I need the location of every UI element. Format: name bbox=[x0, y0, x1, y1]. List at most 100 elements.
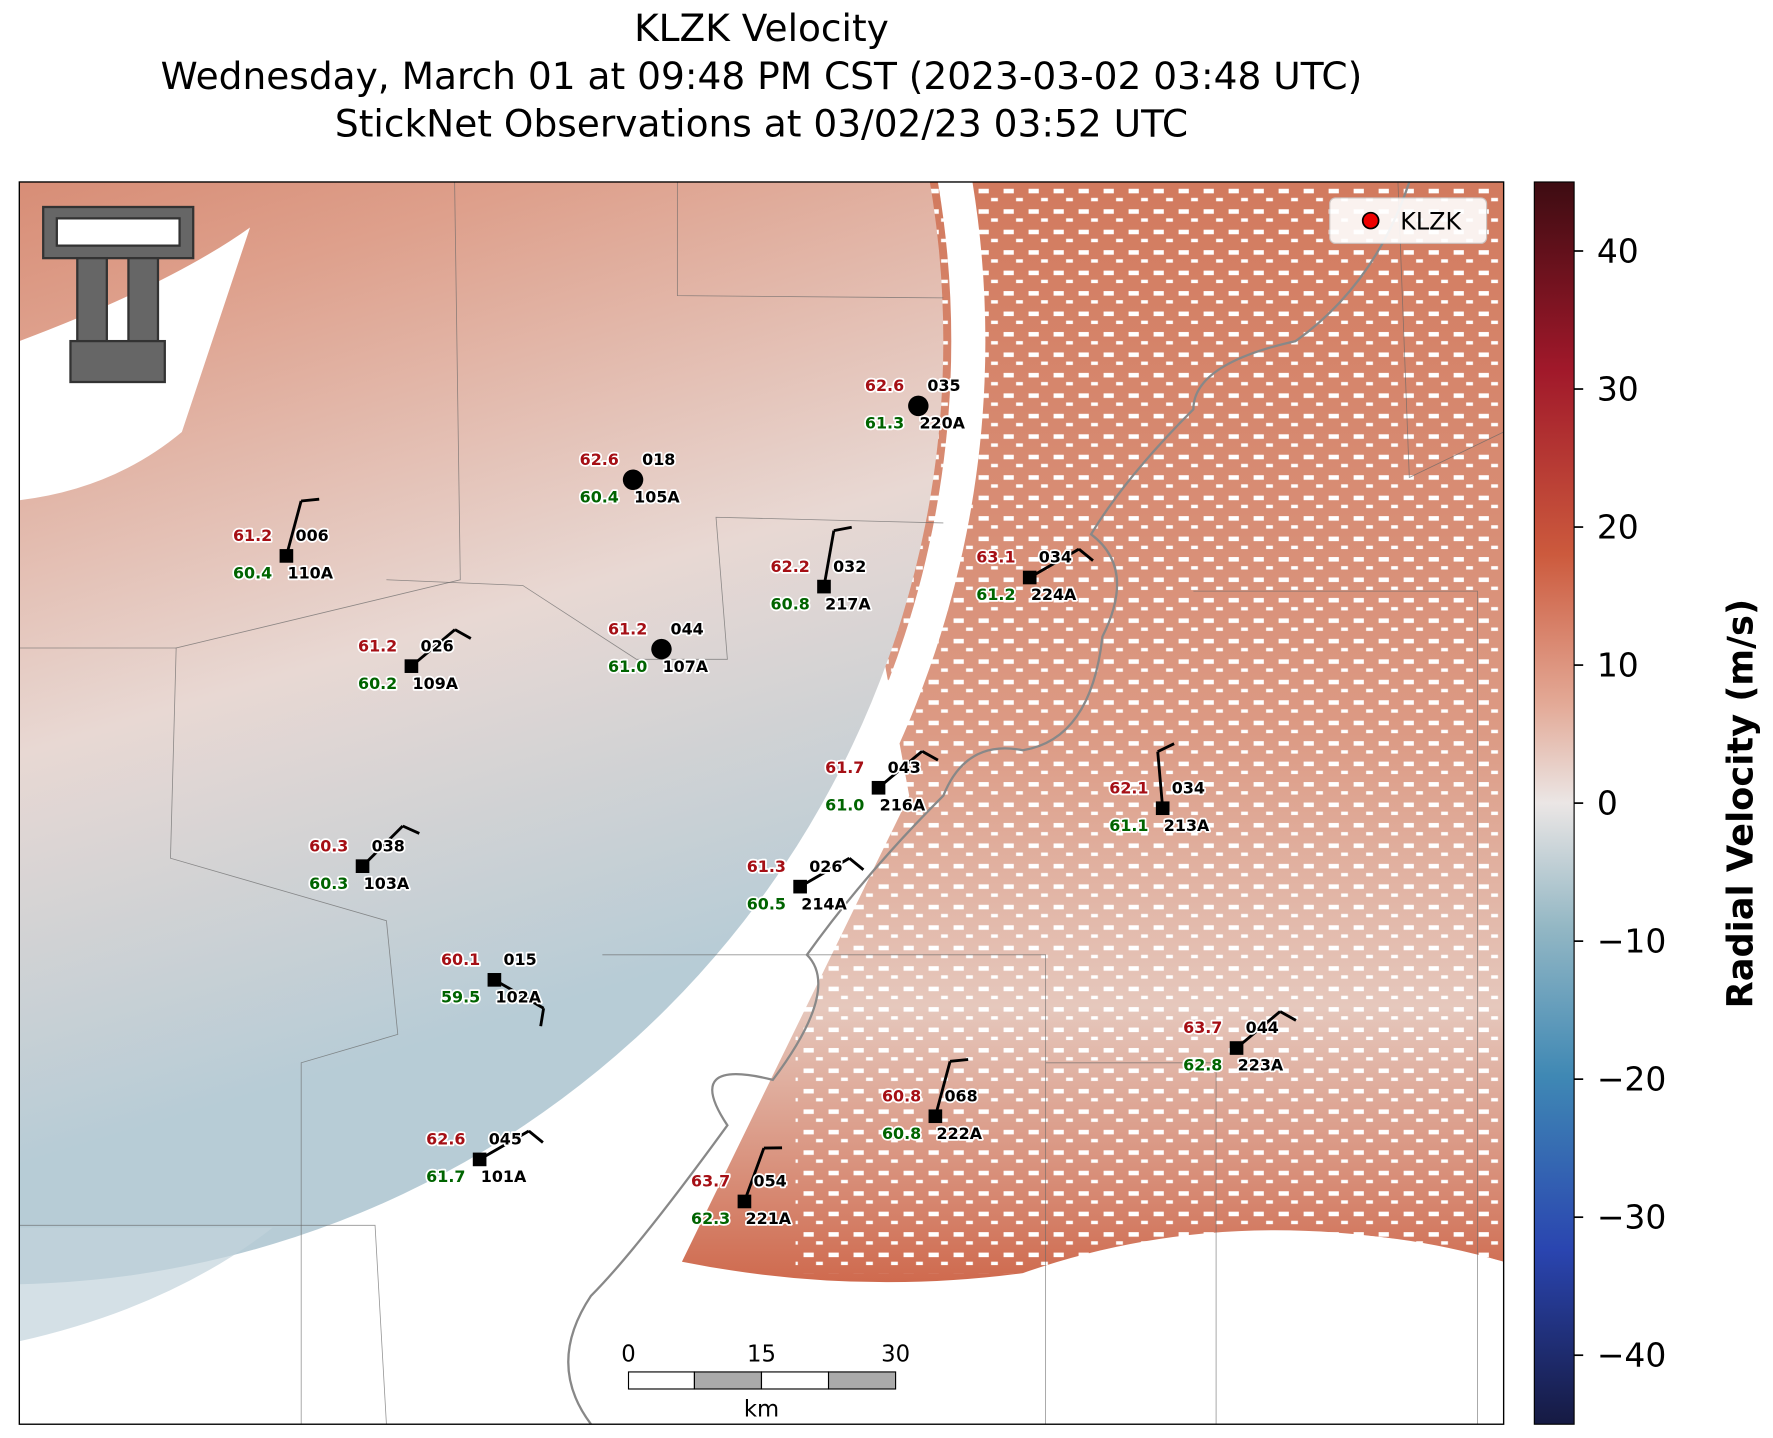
colorbar-label: Radial Velocity (m/s) bbox=[1721, 599, 1762, 1008]
dewpoint: 60.2 bbox=[358, 674, 397, 693]
temperature: 63.1 bbox=[976, 548, 1015, 567]
station: 61.2 044 61.0 107A bbox=[606, 618, 710, 678]
station-id: 223A bbox=[1238, 1056, 1284, 1075]
temperature: 61.2 bbox=[608, 619, 647, 638]
wind-barb bbox=[478, 1129, 530, 1161]
temperature: 63.7 bbox=[1183, 1018, 1222, 1037]
dewpoint: 61.0 bbox=[608, 657, 647, 676]
colorbar-tick-label: 10 bbox=[1597, 645, 1639, 684]
station: 63.7 044 62.8 223A bbox=[1181, 1010, 1297, 1076]
wind-barb bbox=[410, 628, 456, 668]
station-number: 034 bbox=[1172, 778, 1205, 797]
station: 61.7 043 61.0 216A bbox=[823, 749, 939, 816]
station: 61.3 026 60.5 214A bbox=[745, 855, 865, 915]
wind-barb bbox=[933, 1060, 952, 1117]
station-marker bbox=[279, 549, 294, 563]
station-number: 018 bbox=[642, 450, 675, 469]
temperature: 62.2 bbox=[771, 557, 810, 576]
dewpoint: 61.7 bbox=[426, 1167, 465, 1186]
scale-bar: 0 15 30 km bbox=[621, 1342, 910, 1423]
dewpoint: 59.5 bbox=[441, 988, 480, 1007]
wind-barb bbox=[822, 530, 836, 587]
temperature: 62.6 bbox=[865, 376, 904, 395]
station: 61.2 026 60.2 109A bbox=[356, 628, 472, 695]
station-number: 006 bbox=[295, 526, 328, 545]
station-number: 068 bbox=[944, 1086, 977, 1105]
dewpoint: 60.4 bbox=[233, 564, 272, 583]
station-id: 213A bbox=[1164, 816, 1210, 835]
wind-barb bbox=[921, 749, 939, 762]
title-line: Wednesday, March 01 at 09:48 PM CST (202… bbox=[161, 54, 1363, 98]
station-id: 105A bbox=[634, 487, 680, 506]
title-line: StickNet Observations at 03/02/23 03:52 … bbox=[335, 102, 1188, 146]
temperature: 61.2 bbox=[358, 636, 397, 655]
station: 62.2 032 60.8 217A bbox=[769, 525, 873, 615]
station-marker bbox=[487, 973, 502, 987]
temperature: 61.3 bbox=[747, 857, 786, 876]
station-number: 044 bbox=[1246, 1018, 1279, 1037]
station-marker bbox=[793, 879, 807, 894]
station-id: 221A bbox=[746, 1209, 792, 1228]
station-id: 110A bbox=[288, 564, 334, 583]
radar-image: 61.2 006 60.4 110A 62.6 018 60.4 105A 62.6 035 61.… bbox=[19, 181, 1504, 1425]
wind-barb bbox=[454, 628, 472, 640]
wind-barb bbox=[527, 1129, 544, 1144]
station-marker bbox=[871, 780, 886, 795]
station-number: 044 bbox=[671, 619, 704, 638]
station: 63.7 054 62.3 221A bbox=[689, 1146, 793, 1230]
wind-barb bbox=[402, 824, 420, 835]
station-marker bbox=[908, 395, 929, 417]
legend-label: KLZK bbox=[1400, 208, 1462, 236]
station-id: 102A bbox=[496, 988, 542, 1007]
dewpoint: 60.5 bbox=[747, 894, 786, 913]
station-id: 101A bbox=[481, 1167, 527, 1186]
colorbar-tick-label: 0 bbox=[1597, 783, 1618, 822]
colorbar-tick-label: −10 bbox=[1597, 921, 1667, 960]
station-id: 222A bbox=[937, 1124, 983, 1143]
station-number: 032 bbox=[833, 557, 866, 576]
temperature: 60.3 bbox=[309, 836, 348, 855]
legend: KLZK bbox=[1329, 197, 1488, 244]
station-number: 035 bbox=[927, 376, 960, 395]
temperature: 62.1 bbox=[1109, 778, 1148, 797]
logo bbox=[42, 205, 195, 384]
wind-barb bbox=[949, 1058, 969, 1063]
station: 62.6 018 60.4 105A bbox=[578, 448, 682, 508]
scale-tick: 30 bbox=[881, 1342, 910, 1368]
station-number: 045 bbox=[489, 1130, 522, 1149]
wind-barb bbox=[848, 857, 865, 871]
temperature: 62.6 bbox=[580, 450, 619, 469]
station-id: 109A bbox=[413, 674, 459, 693]
station: 62.1 034 61.1 213A bbox=[1108, 742, 1212, 837]
dewpoint: 60.8 bbox=[771, 594, 810, 613]
wind-barb bbox=[1078, 547, 1094, 562]
station: 63.1 034 61.2 224A bbox=[975, 546, 1094, 606]
station: 62.6 035 61.3 220A bbox=[863, 374, 967, 434]
temperature: 60.8 bbox=[882, 1086, 921, 1105]
wind-barb bbox=[833, 525, 852, 533]
wind-barb bbox=[493, 978, 545, 1010]
dewpoint: 60.3 bbox=[309, 874, 348, 893]
colorbar-tick-label: −40 bbox=[1597, 1336, 1667, 1375]
station-id: 224A bbox=[1031, 585, 1077, 604]
temperature: 62.6 bbox=[426, 1130, 465, 1149]
station-id: 217A bbox=[825, 594, 871, 613]
station-id: 103A bbox=[364, 874, 410, 893]
station: 61.2 006 60.4 110A bbox=[231, 497, 335, 584]
wind-barb bbox=[285, 500, 303, 557]
dewpoint: 62.3 bbox=[691, 1209, 730, 1228]
dewpoint: 61.3 bbox=[865, 414, 904, 433]
station-marker bbox=[1229, 1041, 1244, 1055]
legend-marker bbox=[1361, 211, 1380, 230]
wind-barb bbox=[1279, 1010, 1297, 1022]
station-marker bbox=[817, 579, 831, 594]
wind-barb bbox=[1157, 742, 1175, 753]
station: 60.3 038 60.3 103A bbox=[307, 824, 420, 895]
dewpoint: 60.8 bbox=[882, 1124, 921, 1143]
wind-barb bbox=[539, 1008, 546, 1027]
colorbar bbox=[1533, 181, 1575, 1425]
dewpoint: 62.8 bbox=[1183, 1056, 1222, 1075]
colorbar-tick-label: 40 bbox=[1597, 231, 1639, 270]
colorbar-tick-label: −30 bbox=[1597, 1198, 1667, 1237]
temperature: 63.7 bbox=[691, 1172, 730, 1191]
